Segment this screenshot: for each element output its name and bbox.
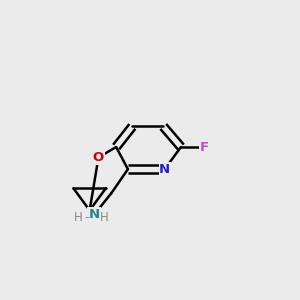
Text: O: O bbox=[93, 151, 104, 164]
Text: N: N bbox=[88, 208, 100, 221]
Text: –: – bbox=[84, 212, 89, 222]
Text: H: H bbox=[100, 211, 109, 224]
Text: H: H bbox=[74, 211, 82, 224]
Text: F: F bbox=[200, 141, 209, 154]
Text: N: N bbox=[159, 163, 170, 176]
